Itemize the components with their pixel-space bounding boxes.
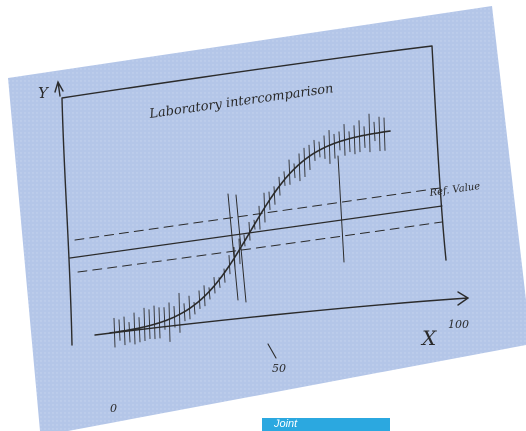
sketch-photo: Y Laboratory intercomparison Ref. Value …: [0, 0, 526, 431]
paper: [8, 6, 526, 431]
x-axis-label: X: [420, 326, 437, 350]
x-tick-label: 0: [110, 402, 117, 415]
x-tick-label: 50: [272, 362, 286, 375]
x-tick-label: 100: [448, 318, 469, 331]
caption: Joint: [262, 418, 390, 431]
screenshot: Y Laboratory intercomparison Ref. Value …: [0, 0, 526, 431]
